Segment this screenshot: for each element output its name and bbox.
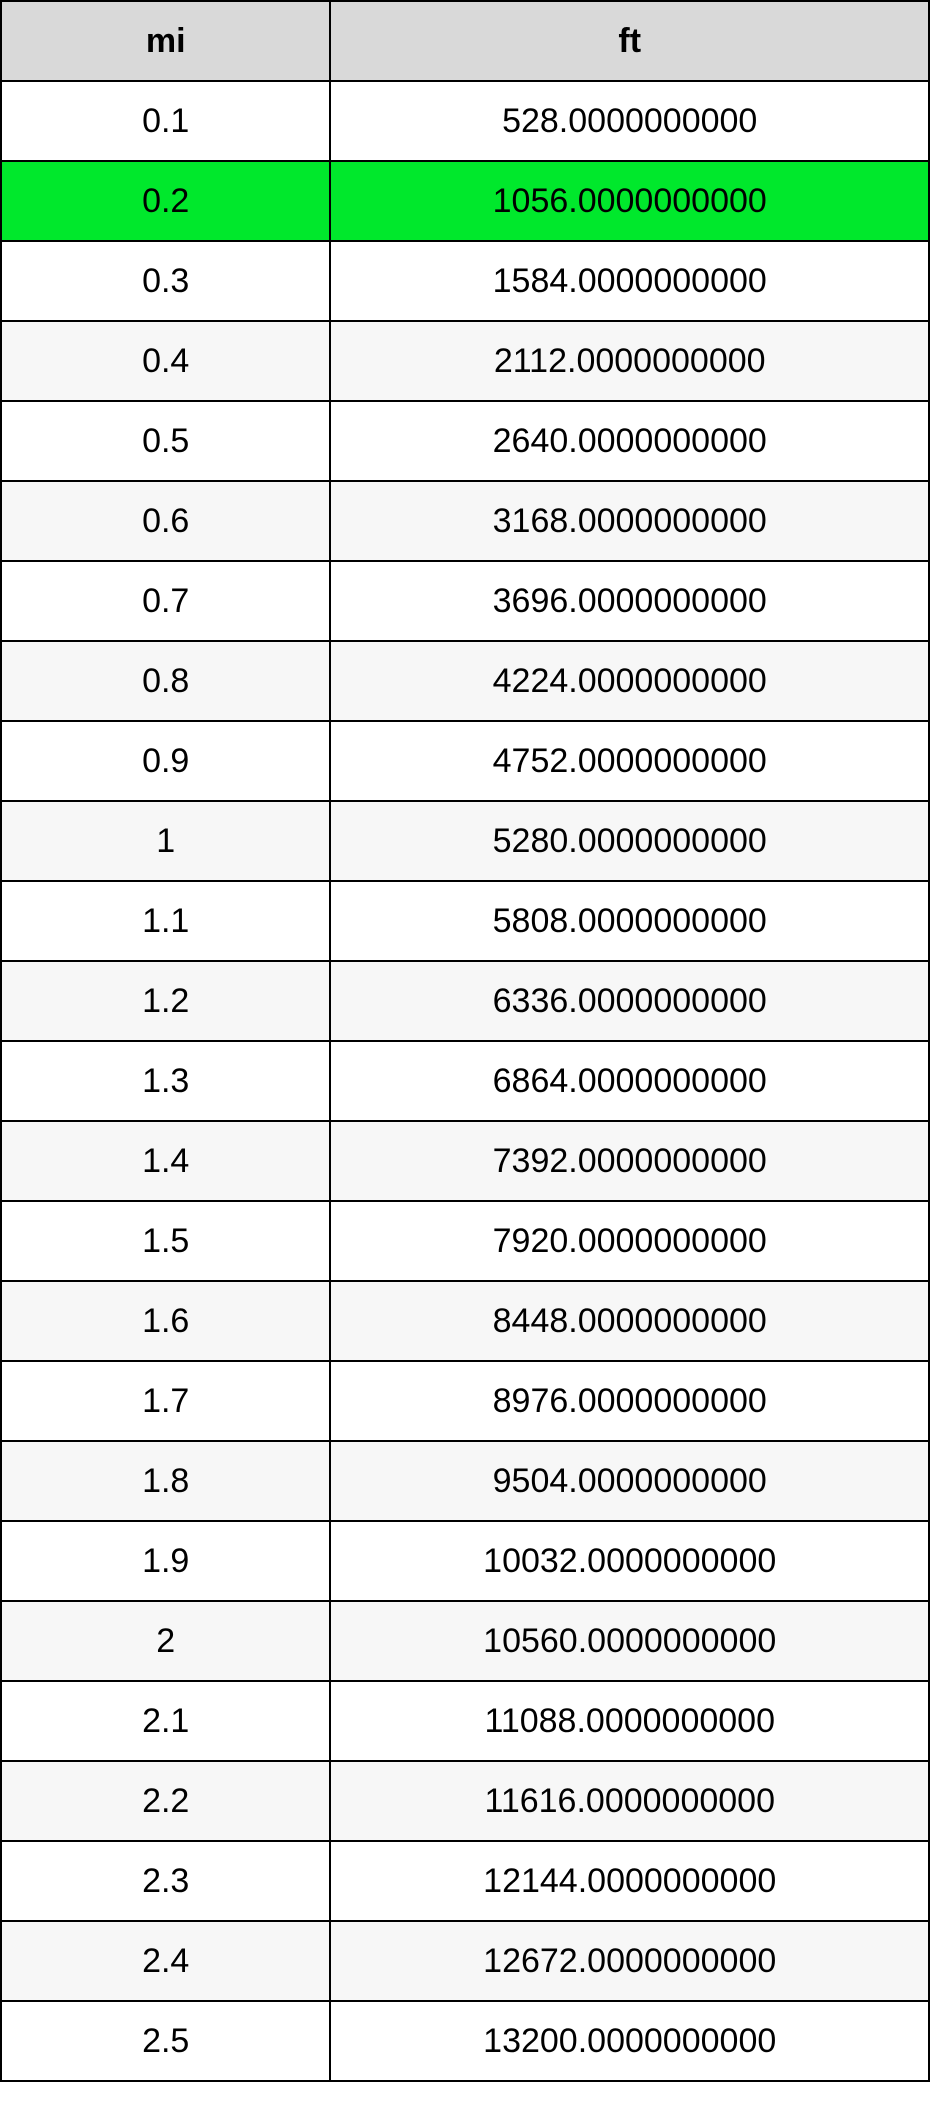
table-row: 0.94752.0000000000 xyxy=(1,721,929,801)
table-row: 1.15808.0000000000 xyxy=(1,881,929,961)
cell-ft: 11088.0000000000 xyxy=(330,1681,929,1761)
cell-ft: 2640.0000000000 xyxy=(330,401,929,481)
cell-ft: 4224.0000000000 xyxy=(330,641,929,721)
table-row: 1.78976.0000000000 xyxy=(1,1361,929,1441)
table-row: 1.57920.0000000000 xyxy=(1,1201,929,1281)
table-row: 0.63168.0000000000 xyxy=(1,481,929,561)
table-row: 15280.0000000000 xyxy=(1,801,929,881)
conversion-table: mi ft 0.1528.00000000000.21056.000000000… xyxy=(0,0,930,2082)
cell-mi: 1.4 xyxy=(1,1121,330,1201)
cell-mi: 1.7 xyxy=(1,1361,330,1441)
cell-mi: 1.6 xyxy=(1,1281,330,1361)
cell-ft: 4752.0000000000 xyxy=(330,721,929,801)
cell-ft: 11616.0000000000 xyxy=(330,1761,929,1841)
table-row: 2.111088.0000000000 xyxy=(1,1681,929,1761)
column-header-ft: ft xyxy=(330,1,929,81)
cell-mi: 1.8 xyxy=(1,1441,330,1521)
cell-ft: 10560.0000000000 xyxy=(330,1601,929,1681)
table-row: 210560.0000000000 xyxy=(1,1601,929,1681)
cell-mi: 0.5 xyxy=(1,401,330,481)
cell-mi: 2.3 xyxy=(1,1841,330,1921)
cell-ft: 8976.0000000000 xyxy=(330,1361,929,1441)
table-row: 1.47392.0000000000 xyxy=(1,1121,929,1201)
cell-mi: 1.2 xyxy=(1,961,330,1041)
cell-ft: 7920.0000000000 xyxy=(330,1201,929,1281)
table-row: 1.26336.0000000000 xyxy=(1,961,929,1041)
cell-mi: 0.8 xyxy=(1,641,330,721)
table-body: 0.1528.00000000000.21056.00000000000.315… xyxy=(1,81,929,2081)
table-row: 0.52640.0000000000 xyxy=(1,401,929,481)
cell-ft: 5280.0000000000 xyxy=(330,801,929,881)
cell-ft: 1056.0000000000 xyxy=(330,161,929,241)
cell-mi: 0.7 xyxy=(1,561,330,641)
cell-ft: 6864.0000000000 xyxy=(330,1041,929,1121)
cell-ft: 3168.0000000000 xyxy=(330,481,929,561)
cell-mi: 0.4 xyxy=(1,321,330,401)
table-row: 0.1528.0000000000 xyxy=(1,81,929,161)
column-header-mi: mi xyxy=(1,1,330,81)
table-row: 1.36864.0000000000 xyxy=(1,1041,929,1121)
cell-ft: 528.0000000000 xyxy=(330,81,929,161)
cell-ft: 12144.0000000000 xyxy=(330,1841,929,1921)
cell-ft: 1584.0000000000 xyxy=(330,241,929,321)
table-row: 1.910032.0000000000 xyxy=(1,1521,929,1601)
cell-mi: 0.1 xyxy=(1,81,330,161)
table-row: 1.68448.0000000000 xyxy=(1,1281,929,1361)
cell-mi: 0.9 xyxy=(1,721,330,801)
cell-ft: 8448.0000000000 xyxy=(330,1281,929,1361)
cell-mi: 1 xyxy=(1,801,330,881)
cell-ft: 10032.0000000000 xyxy=(330,1521,929,1601)
table-row: 0.73696.0000000000 xyxy=(1,561,929,641)
cell-mi: 2 xyxy=(1,1601,330,1681)
cell-ft: 3696.0000000000 xyxy=(330,561,929,641)
cell-mi: 1.1 xyxy=(1,881,330,961)
cell-mi: 1.3 xyxy=(1,1041,330,1121)
cell-ft: 7392.0000000000 xyxy=(330,1121,929,1201)
table-row: 1.89504.0000000000 xyxy=(1,1441,929,1521)
table-row: 2.211616.0000000000 xyxy=(1,1761,929,1841)
cell-mi: 2.5 xyxy=(1,2001,330,2081)
cell-ft: 12672.0000000000 xyxy=(330,1921,929,2001)
cell-ft: 9504.0000000000 xyxy=(330,1441,929,1521)
cell-mi: 0.2 xyxy=(1,161,330,241)
table-row: 0.42112.0000000000 xyxy=(1,321,929,401)
table-row: 2.312144.0000000000 xyxy=(1,1841,929,1921)
table-row: 2.513200.0000000000 xyxy=(1,2001,929,2081)
cell-ft: 6336.0000000000 xyxy=(330,961,929,1041)
cell-mi: 1.9 xyxy=(1,1521,330,1601)
cell-mi: 2.4 xyxy=(1,1921,330,2001)
cell-mi: 0.6 xyxy=(1,481,330,561)
cell-mi: 2.2 xyxy=(1,1761,330,1841)
table-header-row: mi ft xyxy=(1,1,929,81)
cell-ft: 5808.0000000000 xyxy=(330,881,929,961)
table-row: 2.412672.0000000000 xyxy=(1,1921,929,2001)
table-row: 0.21056.0000000000 xyxy=(1,161,929,241)
cell-mi: 1.5 xyxy=(1,1201,330,1281)
cell-ft: 2112.0000000000 xyxy=(330,321,929,401)
cell-mi: 2.1 xyxy=(1,1681,330,1761)
cell-mi: 0.3 xyxy=(1,241,330,321)
table-row: 0.84224.0000000000 xyxy=(1,641,929,721)
conversion-table-container: mi ft 0.1528.00000000000.21056.000000000… xyxy=(0,0,930,2082)
table-row: 0.31584.0000000000 xyxy=(1,241,929,321)
cell-ft: 13200.0000000000 xyxy=(330,2001,929,2081)
